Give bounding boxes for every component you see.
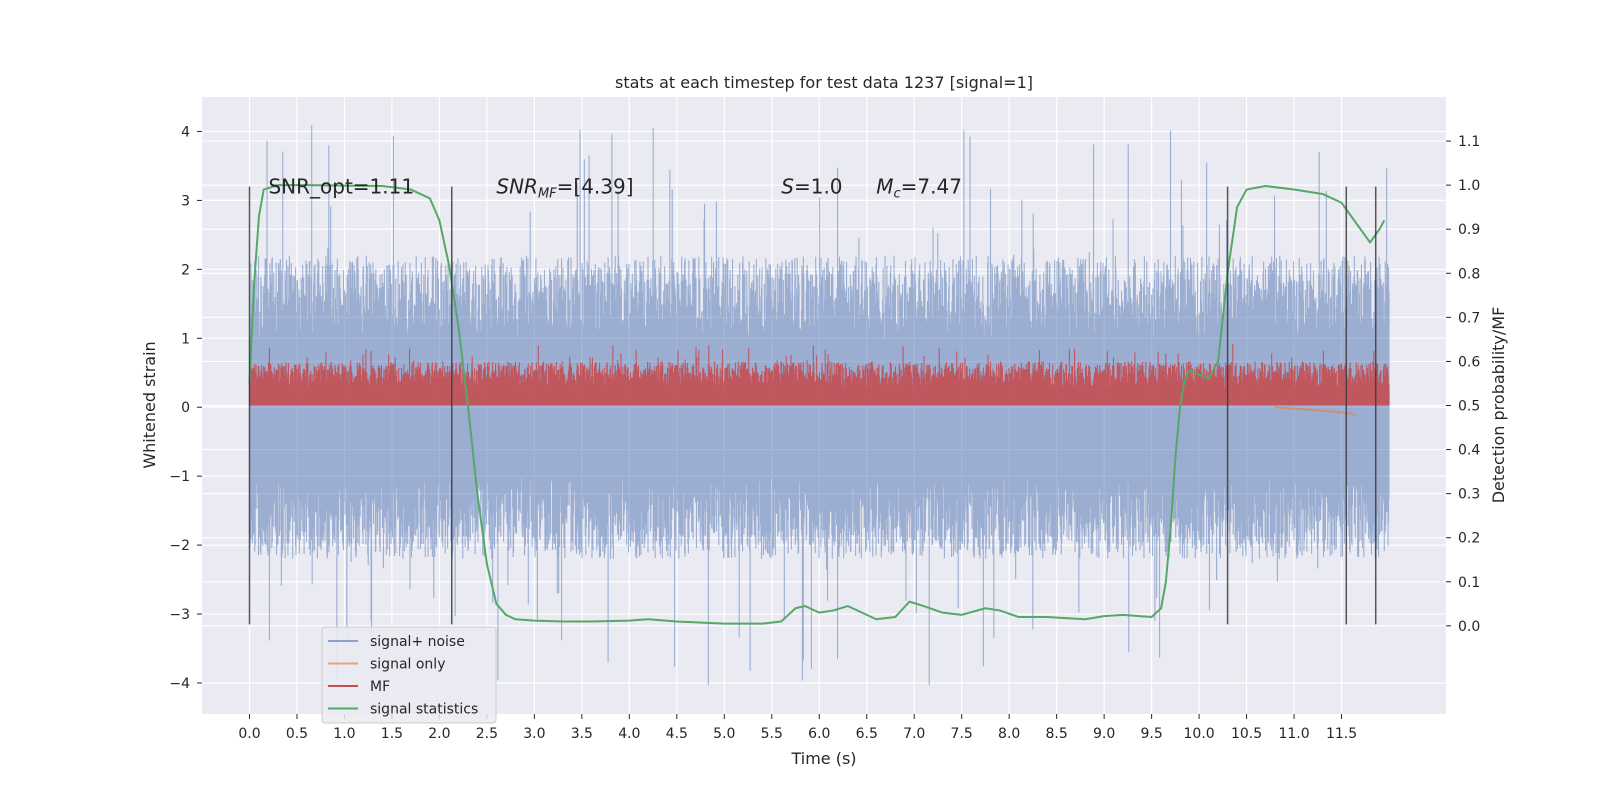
legend-label: signal statistics	[370, 702, 478, 718]
x-tick-label: 9.0	[1093, 726, 1115, 742]
y-left-tick-label: 2	[181, 262, 190, 278]
x-tick-label: 8.0	[998, 726, 1020, 742]
y-left-tick-label: −1	[169, 469, 190, 485]
annotation: Mc=7.47	[876, 175, 962, 202]
y-right-tick-label: 1.1	[1458, 134, 1480, 150]
x-tick-label: 10.0	[1184, 726, 1215, 742]
x-tick-label: 3.0	[523, 726, 545, 742]
x-tick-label: 11.0	[1278, 726, 1309, 742]
y-right-tick-label: 0.9	[1458, 222, 1480, 238]
series-signal-statistics	[248, 184, 1386, 625]
x-tick-label: 5.0	[713, 726, 735, 742]
annotation: S=1.0	[781, 175, 842, 199]
x-tick-label: 11.5	[1326, 726, 1357, 742]
x-tick-label: 6.0	[808, 726, 830, 742]
y-right-tick-label: 0.5	[1458, 399, 1480, 415]
legend-box	[321, 626, 497, 724]
y-right-tick-label: 0.2	[1458, 531, 1480, 547]
series-signal-only	[1274, 406, 1357, 417]
x-axis-label: Time (s)	[790, 749, 856, 768]
x-tick-label: 1.0	[333, 726, 355, 742]
y-axis-left-label: Whitened strain	[140, 341, 159, 468]
x-tick-label: 4.5	[666, 726, 688, 742]
y-right-tick-label: 0.4	[1458, 443, 1480, 459]
legend: signal+ noise signal only MF signal statist…	[321, 626, 497, 724]
x-tick-label: 0.0	[238, 726, 260, 742]
legend-label: signal only	[370, 657, 445, 673]
annotation: SNRMF=[4.39]	[496, 175, 633, 202]
y-right-tick-label: 0.0	[1458, 619, 1480, 635]
y-left-tick-label: 3	[181, 193, 190, 209]
x-tick-label: 8.5	[1046, 726, 1068, 742]
x-tick-label: 1.5	[381, 726, 403, 742]
legend-label: signal+ noise	[370, 634, 465, 650]
x-tick-label: 0.5	[286, 726, 308, 742]
x-tick-label: 7.0	[903, 726, 925, 742]
x-tick-label: 9.5	[1140, 726, 1162, 742]
x-tick-label: 10.5	[1231, 726, 1262, 742]
vertical-markers	[248, 186, 1377, 625]
y-left-tick-label: 4	[181, 124, 190, 140]
y-left-tick-label: 0	[181, 400, 190, 416]
y-right-tick-label: 0.7	[1458, 310, 1480, 326]
legend-label: MF	[370, 679, 390, 695]
axes: 0.0 0.5 1.0 1.5 2.0 2.5 3.0 3.5 4.0 4.5 5.0 5.5 6.0 6…	[169, 124, 1480, 742]
y-left-tick-label: −4	[169, 676, 190, 692]
chart-title: stats at each timestep for test data 123…	[615, 73, 1033, 92]
y-right-tick-label: 0.1	[1458, 575, 1480, 591]
y-left-tick-label: 1	[181, 331, 190, 347]
x-tick-label: 5.5	[761, 726, 783, 742]
x-tick-label: 4.0	[618, 726, 640, 742]
x-tick-label: 3.5	[571, 726, 593, 742]
x-tick-label: 2.5	[476, 726, 498, 742]
y-right-tick-label: 0.8	[1458, 266, 1480, 282]
y-right-tick-label: 0.3	[1458, 487, 1480, 503]
y-left-tick-label: −2	[169, 538, 190, 554]
y-right-tick-label: 0.6	[1458, 354, 1480, 370]
y-left-tick-label: −3	[169, 607, 190, 623]
y-axis-right-label: Detection probability/MF	[1489, 307, 1508, 504]
x-tick-label: 6.5	[856, 726, 878, 742]
x-tick-label: 2.0	[428, 726, 450, 742]
annotations: SNR_opt=1.11 SNRMF=[4.39] S=1.0 Mc=7.47	[268, 175, 961, 202]
x-tick-label: 7.5	[951, 726, 973, 742]
y-right-tick-label: 1.0	[1458, 178, 1480, 194]
annotation: SNR_opt=1.11	[268, 175, 414, 199]
